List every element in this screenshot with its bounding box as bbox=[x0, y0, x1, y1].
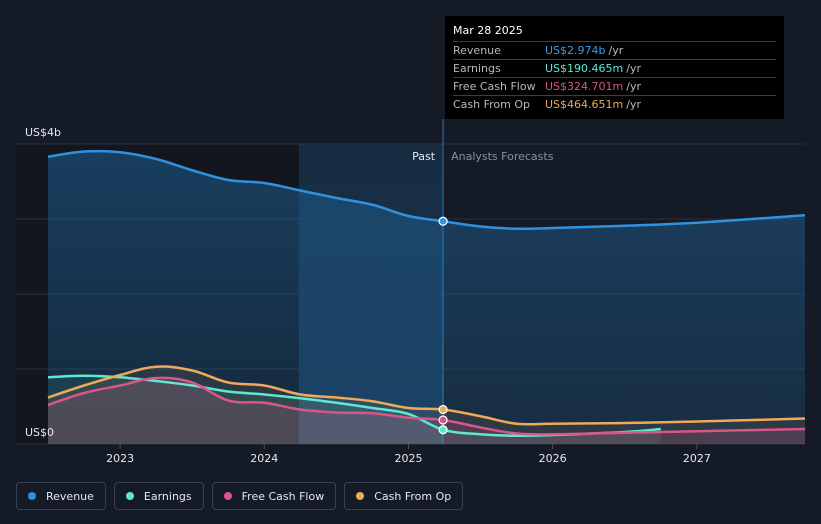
marker-free-cash-flow bbox=[438, 415, 448, 425]
tooltip-value: US$2.974b bbox=[545, 44, 606, 57]
legend: Revenue Earnings Free Cash Flow Cash Fro… bbox=[16, 482, 464, 510]
area-cash-from-op bbox=[48, 366, 805, 444]
legend-label: Cash From Op bbox=[374, 489, 452, 503]
area-free-cash-flow bbox=[48, 377, 805, 444]
marker-revenue bbox=[438, 216, 448, 226]
tooltip-row-free-cash-flow: Free Cash Flow US$324.701m /yr bbox=[453, 77, 776, 95]
tooltip-value: US$464.651m bbox=[545, 98, 624, 111]
legend-dot-icon bbox=[356, 492, 365, 500]
series-lines bbox=[47, 149, 806, 438]
x-tick-label: 2025 bbox=[394, 452, 422, 465]
tooltip-unit: /yr bbox=[626, 98, 641, 111]
tooltip-date: Mar 28 2025 bbox=[453, 24, 523, 37]
x-tick-label: 2026 bbox=[539, 452, 567, 465]
series-line-revenue bbox=[47, 149, 806, 231]
legend-item-free-cash-flow[interactable]: Free Cash Flow bbox=[211, 482, 337, 510]
x-axis-ticks: 2023 2024 2025 2026 2027 bbox=[106, 444, 711, 465]
legend-dot-icon bbox=[125, 492, 134, 500]
legend-dot-icon bbox=[223, 492, 232, 500]
legend-label: Revenue bbox=[46, 489, 94, 503]
series-line-cash-from-op bbox=[47, 365, 806, 426]
x-tick-label: 2027 bbox=[683, 452, 711, 465]
tooltip-row-cash-from-op: Cash From Op US$464.651m /yr bbox=[453, 95, 776, 113]
area-fills bbox=[48, 151, 805, 444]
tooltip-label: Revenue bbox=[453, 44, 501, 57]
tooltip-label: Cash From Op bbox=[453, 98, 531, 111]
y-axis-top-label: US$4b bbox=[25, 126, 61, 139]
area-earnings bbox=[48, 375, 661, 444]
legend-label: Free Cash Flow bbox=[241, 489, 325, 503]
tooltip-label: Earnings bbox=[453, 62, 501, 75]
legend-item-earnings[interactable]: Earnings bbox=[113, 482, 204, 510]
area-revenue bbox=[48, 151, 805, 444]
tooltip-unit: /yr bbox=[608, 44, 624, 57]
past-label: Past bbox=[412, 150, 436, 163]
tooltip-value: US$190.465m bbox=[545, 62, 624, 75]
hover-markers bbox=[438, 216, 448, 435]
legend-item-cash-from-op[interactable]: Cash From Op bbox=[344, 482, 464, 510]
tooltip-unit: /yr bbox=[626, 62, 641, 75]
tooltip: Mar 28 2025 Revenue US$2.974b /yr Earnin… bbox=[445, 16, 784, 119]
marker-cash-from-op bbox=[438, 404, 448, 415]
legend-label: Earnings bbox=[143, 489, 192, 503]
y-axis-bottom-label: US$0 bbox=[25, 426, 54, 439]
legend-item-revenue[interactable]: Revenue bbox=[16, 482, 106, 510]
x-tick-label: 2024 bbox=[250, 452, 278, 465]
forecast-label: Analysts Forecasts bbox=[451, 150, 554, 163]
tooltip-row-revenue: Revenue US$2.974b /yr bbox=[453, 41, 776, 59]
x-tick-label: 2023 bbox=[106, 452, 134, 465]
tooltip-label: Free Cash Flow bbox=[453, 80, 536, 93]
tooltip-row-earnings: Earnings US$190.465m /yr bbox=[453, 59, 776, 77]
tooltip-value: US$324.701m bbox=[545, 80, 624, 93]
marker-earnings bbox=[438, 425, 448, 435]
tooltip-unit: /yr bbox=[626, 80, 641, 93]
series-line-free-cash-flow bbox=[47, 376, 806, 436]
legend-dot-icon bbox=[28, 492, 36, 500]
